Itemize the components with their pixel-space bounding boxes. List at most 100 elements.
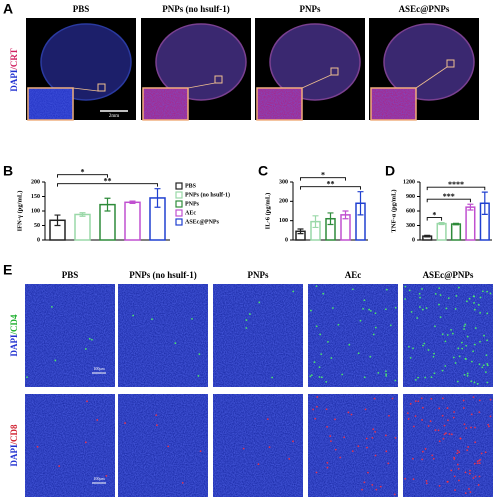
error-bar [54, 214, 61, 227]
stain-dot [486, 290, 489, 293]
stain-dot [326, 425, 328, 428]
tissue [269, 23, 361, 101]
stain-dot [374, 312, 377, 315]
stain-dot [266, 418, 269, 420]
stain-dot [458, 451, 461, 454]
channel-crt: /CRT [9, 48, 19, 70]
stain-dot [472, 350, 475, 353]
stain-dot [167, 445, 170, 448]
stain-dot [412, 425, 415, 428]
stain-dot [479, 311, 482, 314]
inset-source [214, 75, 223, 84]
stain-dot [394, 436, 397, 439]
column-header: ASEc@PNPs [423, 270, 474, 280]
panel-label: B [3, 163, 13, 179]
stain-dot [384, 434, 387, 437]
stain-dot [315, 285, 318, 288]
stain-dot [456, 452, 459, 455]
stain-dot [124, 422, 126, 424]
stain-dot [486, 364, 489, 367]
inset-texture [29, 89, 72, 119]
stain-dot [410, 311, 413, 313]
stain-dot [481, 290, 484, 293]
y-axis-label: TNF-α (pg/mL) [390, 189, 397, 232]
stain-dot [444, 365, 447, 367]
stain-dot [446, 334, 449, 336]
stain-dot [441, 333, 444, 336]
stain-dot [84, 441, 87, 444]
stain-dot [334, 448, 337, 451]
image-texture [213, 284, 303, 387]
legend-swatch [175, 182, 183, 190]
stain-dot [450, 469, 453, 472]
inset-texture [372, 89, 415, 119]
error-bar [154, 188, 161, 208]
stain-dot [447, 419, 449, 422]
row-label: DAPI/CD8 [9, 424, 19, 466]
y-tick-label: 200 [279, 199, 288, 205]
stain-dot [417, 400, 420, 403]
stain-dot [394, 379, 397, 382]
stain-dot [474, 308, 476, 311]
column-header: PNPs (no hsulf-1) [129, 270, 197, 280]
stain-dot [36, 445, 39, 448]
significance-label: **** [448, 180, 464, 189]
stain-dot [439, 294, 442, 296]
stain-dot [476, 462, 479, 465]
stain-dot [315, 471, 318, 474]
image-texture [118, 284, 208, 387]
stain-dot [421, 308, 424, 311]
stain-dot [374, 430, 377, 433]
stain-dot [197, 375, 200, 377]
significance-bracket [426, 186, 486, 191]
stain-dot [433, 372, 436, 375]
stain-dot [462, 399, 465, 402]
inset-connector [415, 66, 448, 89]
stain-dot [379, 485, 382, 488]
y-tick-label: 300 [279, 179, 288, 185]
stain-dot [351, 288, 354, 291]
stain-dot [464, 471, 467, 474]
stain-dot [473, 302, 475, 304]
stain-dot [322, 292, 325, 295]
stain-dot [331, 307, 334, 309]
stain-dot [457, 467, 460, 470]
stain-dot [447, 297, 450, 299]
stain-dot [438, 407, 441, 410]
stain-dot [443, 433, 446, 436]
stain-dot [242, 447, 245, 450]
stain-dot [486, 312, 489, 315]
stain-dot [423, 342, 426, 345]
y-axis-label: IL-6 (pg/mL) [264, 193, 271, 230]
stain-dot [456, 463, 459, 466]
stain-dot [257, 463, 260, 466]
stain-dot [432, 355, 435, 358]
stain-dot [485, 354, 488, 357]
stain-dot [198, 353, 201, 356]
stain-dot [369, 355, 372, 358]
stain-dot [174, 342, 177, 345]
stain-dot [363, 299, 366, 302]
legend-swatch [175, 218, 183, 226]
stain-dot [54, 359, 57, 362]
inset-source [330, 67, 339, 76]
stain-dot [458, 355, 461, 358]
image-texture [308, 394, 398, 497]
significance-bracket [300, 177, 346, 181]
stain-dot [191, 317, 193, 320]
stain-dot [58, 465, 61, 467]
column-header: PNPs (no hsulf-1) [162, 4, 230, 14]
stain-dot [292, 290, 295, 293]
stain-dot [456, 380, 459, 383]
image-texture [118, 394, 208, 497]
stain-dot [407, 418, 410, 420]
stain-dot [318, 366, 321, 368]
stain-dot [374, 326, 377, 329]
stain-dot [430, 397, 433, 400]
stain-dot [482, 364, 485, 367]
stain-dot [366, 446, 368, 449]
y-tick-label: 300 [406, 223, 415, 229]
stain-dot [385, 373, 387, 376]
stain-dot [486, 381, 489, 384]
stain-dot [86, 400, 88, 403]
